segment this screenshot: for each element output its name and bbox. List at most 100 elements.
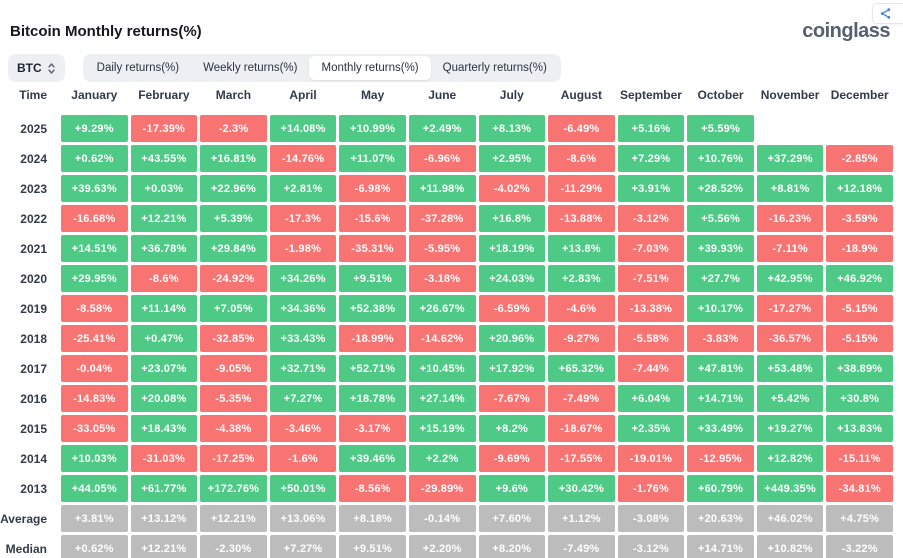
return-cell: -7.03% <box>617 235 685 262</box>
return-cell: -3.12% <box>617 205 685 232</box>
return-cell: +3.81% <box>61 505 128 532</box>
return-cell: -2.30% <box>200 535 267 558</box>
return-cell: -18.9% <box>826 235 893 262</box>
row-label-2016: 2016 <box>20 391 47 406</box>
return-cell: +11.07% <box>339 145 406 172</box>
select-chevrons-icon <box>47 62 56 75</box>
row-label-median: Median <box>5 541 47 556</box>
return-cell: -4.38% <box>200 415 267 442</box>
return-cell: +2.2% <box>408 445 476 472</box>
column-header-april: April <box>289 88 317 102</box>
return-cell: +47.81% <box>687 355 754 382</box>
return-cell: -3.46% <box>269 415 337 442</box>
return-cell: +14.71% <box>687 385 754 412</box>
return-cell: -4.02% <box>478 175 546 202</box>
return-cell: +5.42% <box>756 385 824 412</box>
return-cell: -32.85% <box>200 325 267 352</box>
row-label-average: Average <box>0 511 47 526</box>
symbol-select-value: BTC <box>17 61 42 75</box>
column-header-february: February <box>138 88 190 102</box>
share-button[interactable] <box>872 3 903 24</box>
return-cell: -7.44% <box>617 355 685 382</box>
return-cell: +12.21% <box>200 505 267 532</box>
return-cell: +14.08% <box>269 115 337 142</box>
return-cell: +18.19% <box>478 235 546 262</box>
return-cell: +12.18% <box>826 175 893 202</box>
return-cell: +65.32% <box>548 355 615 382</box>
return-cell: +10.17% <box>687 295 754 322</box>
return-cell: +34.36% <box>269 295 337 322</box>
row-label-2020: 2020 <box>20 271 47 286</box>
return-cell: +5.56% <box>687 205 754 232</box>
return-cell: +30.8% <box>826 385 893 412</box>
return-cell: +2.83% <box>548 265 615 292</box>
return-cell: -7.49% <box>548 385 615 412</box>
tab-monthly-returns[interactable]: Monthly returns(%) <box>309 56 431 80</box>
tab-quarterly-returns[interactable]: Quarterly returns(%) <box>442 62 547 74</box>
return-cell: +7.05% <box>200 295 267 322</box>
row-label-2021: 2021 <box>20 241 47 256</box>
row-label-2017: 2017 <box>20 361 47 376</box>
row-label-2023: 2023 <box>20 181 47 196</box>
return-cell: -8.58% <box>61 295 128 322</box>
column-header-july: July <box>499 88 524 102</box>
return-cell: -8.6% <box>548 145 615 172</box>
return-cell: -3.18% <box>408 265 476 292</box>
return-cell: -34.81% <box>826 475 893 502</box>
return-cell: -16.68% <box>61 205 128 232</box>
return-cell: -5.15% <box>826 325 893 352</box>
row-label-2022: 2022 <box>20 211 47 226</box>
return-cell: +14.71% <box>687 535 754 558</box>
return-cell: +34.26% <box>269 265 337 292</box>
return-cell: +5.59% <box>687 115 754 142</box>
return-cell: +0.62% <box>61 145 128 172</box>
tab-weekly-returns[interactable]: Weekly returns(%) <box>203 62 298 74</box>
row-label-2018: 2018 <box>20 331 47 346</box>
return-cell: +6.04% <box>617 385 685 412</box>
return-cell: +12.21% <box>130 205 198 232</box>
return-cell: -19.01% <box>617 445 685 472</box>
return-cell: -33.05% <box>61 415 128 442</box>
return-cell: +20.96% <box>478 325 546 352</box>
row-label-2019: 2019 <box>20 301 47 316</box>
return-cell: +27.7% <box>687 265 754 292</box>
return-cell: +18.43% <box>130 415 198 442</box>
return-cell: +33.49% <box>687 415 754 442</box>
tab-daily-returns[interactable]: Daily returns(%) <box>96 62 180 74</box>
return-cell: +61.77% <box>130 475 198 502</box>
return-cell: -1.98% <box>269 235 337 262</box>
return-cell: +46.92% <box>826 265 893 292</box>
return-cell: +10.99% <box>339 115 406 142</box>
return-cell: +12.21% <box>130 535 198 558</box>
return-cell: -15.6% <box>339 205 406 232</box>
return-cell: -3.08% <box>617 505 685 532</box>
return-cell: -36.57% <box>756 325 824 352</box>
return-cell <box>757 115 824 142</box>
return-cell: +42.95% <box>756 265 824 292</box>
return-cell: +13.83% <box>826 415 893 442</box>
return-cell: +8.20% <box>478 535 546 558</box>
symbol-select[interactable]: BTC <box>8 54 65 82</box>
return-cell: -25.41% <box>61 325 128 352</box>
return-cell: +2.95% <box>478 145 546 172</box>
return-cell: +28.52% <box>687 175 754 202</box>
return-cell: +39.63% <box>61 175 128 202</box>
return-cell: -17.39% <box>130 115 198 142</box>
return-cell: +36.78% <box>130 235 198 262</box>
return-cell: +29.95% <box>61 265 128 292</box>
return-cell: -17.55% <box>548 445 615 472</box>
return-cell: +10.82% <box>756 535 824 558</box>
return-cell: +2.35% <box>617 415 685 442</box>
return-cell: -16.23% <box>756 205 824 232</box>
return-cell: -3.83% <box>687 325 754 352</box>
return-cell: +46.02% <box>756 505 824 532</box>
return-cell: +11.14% <box>130 295 198 322</box>
return-cell: +3.91% <box>617 175 685 202</box>
return-cell: +0.62% <box>61 535 128 558</box>
return-cell: +13.12% <box>130 505 198 532</box>
return-cell: +16.81% <box>200 145 267 172</box>
return-cell: -4.6% <box>548 295 615 322</box>
return-cell: -5.15% <box>826 295 893 322</box>
page-title: Bitcoin Monthly returns(%) <box>10 23 202 40</box>
return-cell: +7.60% <box>478 505 546 532</box>
